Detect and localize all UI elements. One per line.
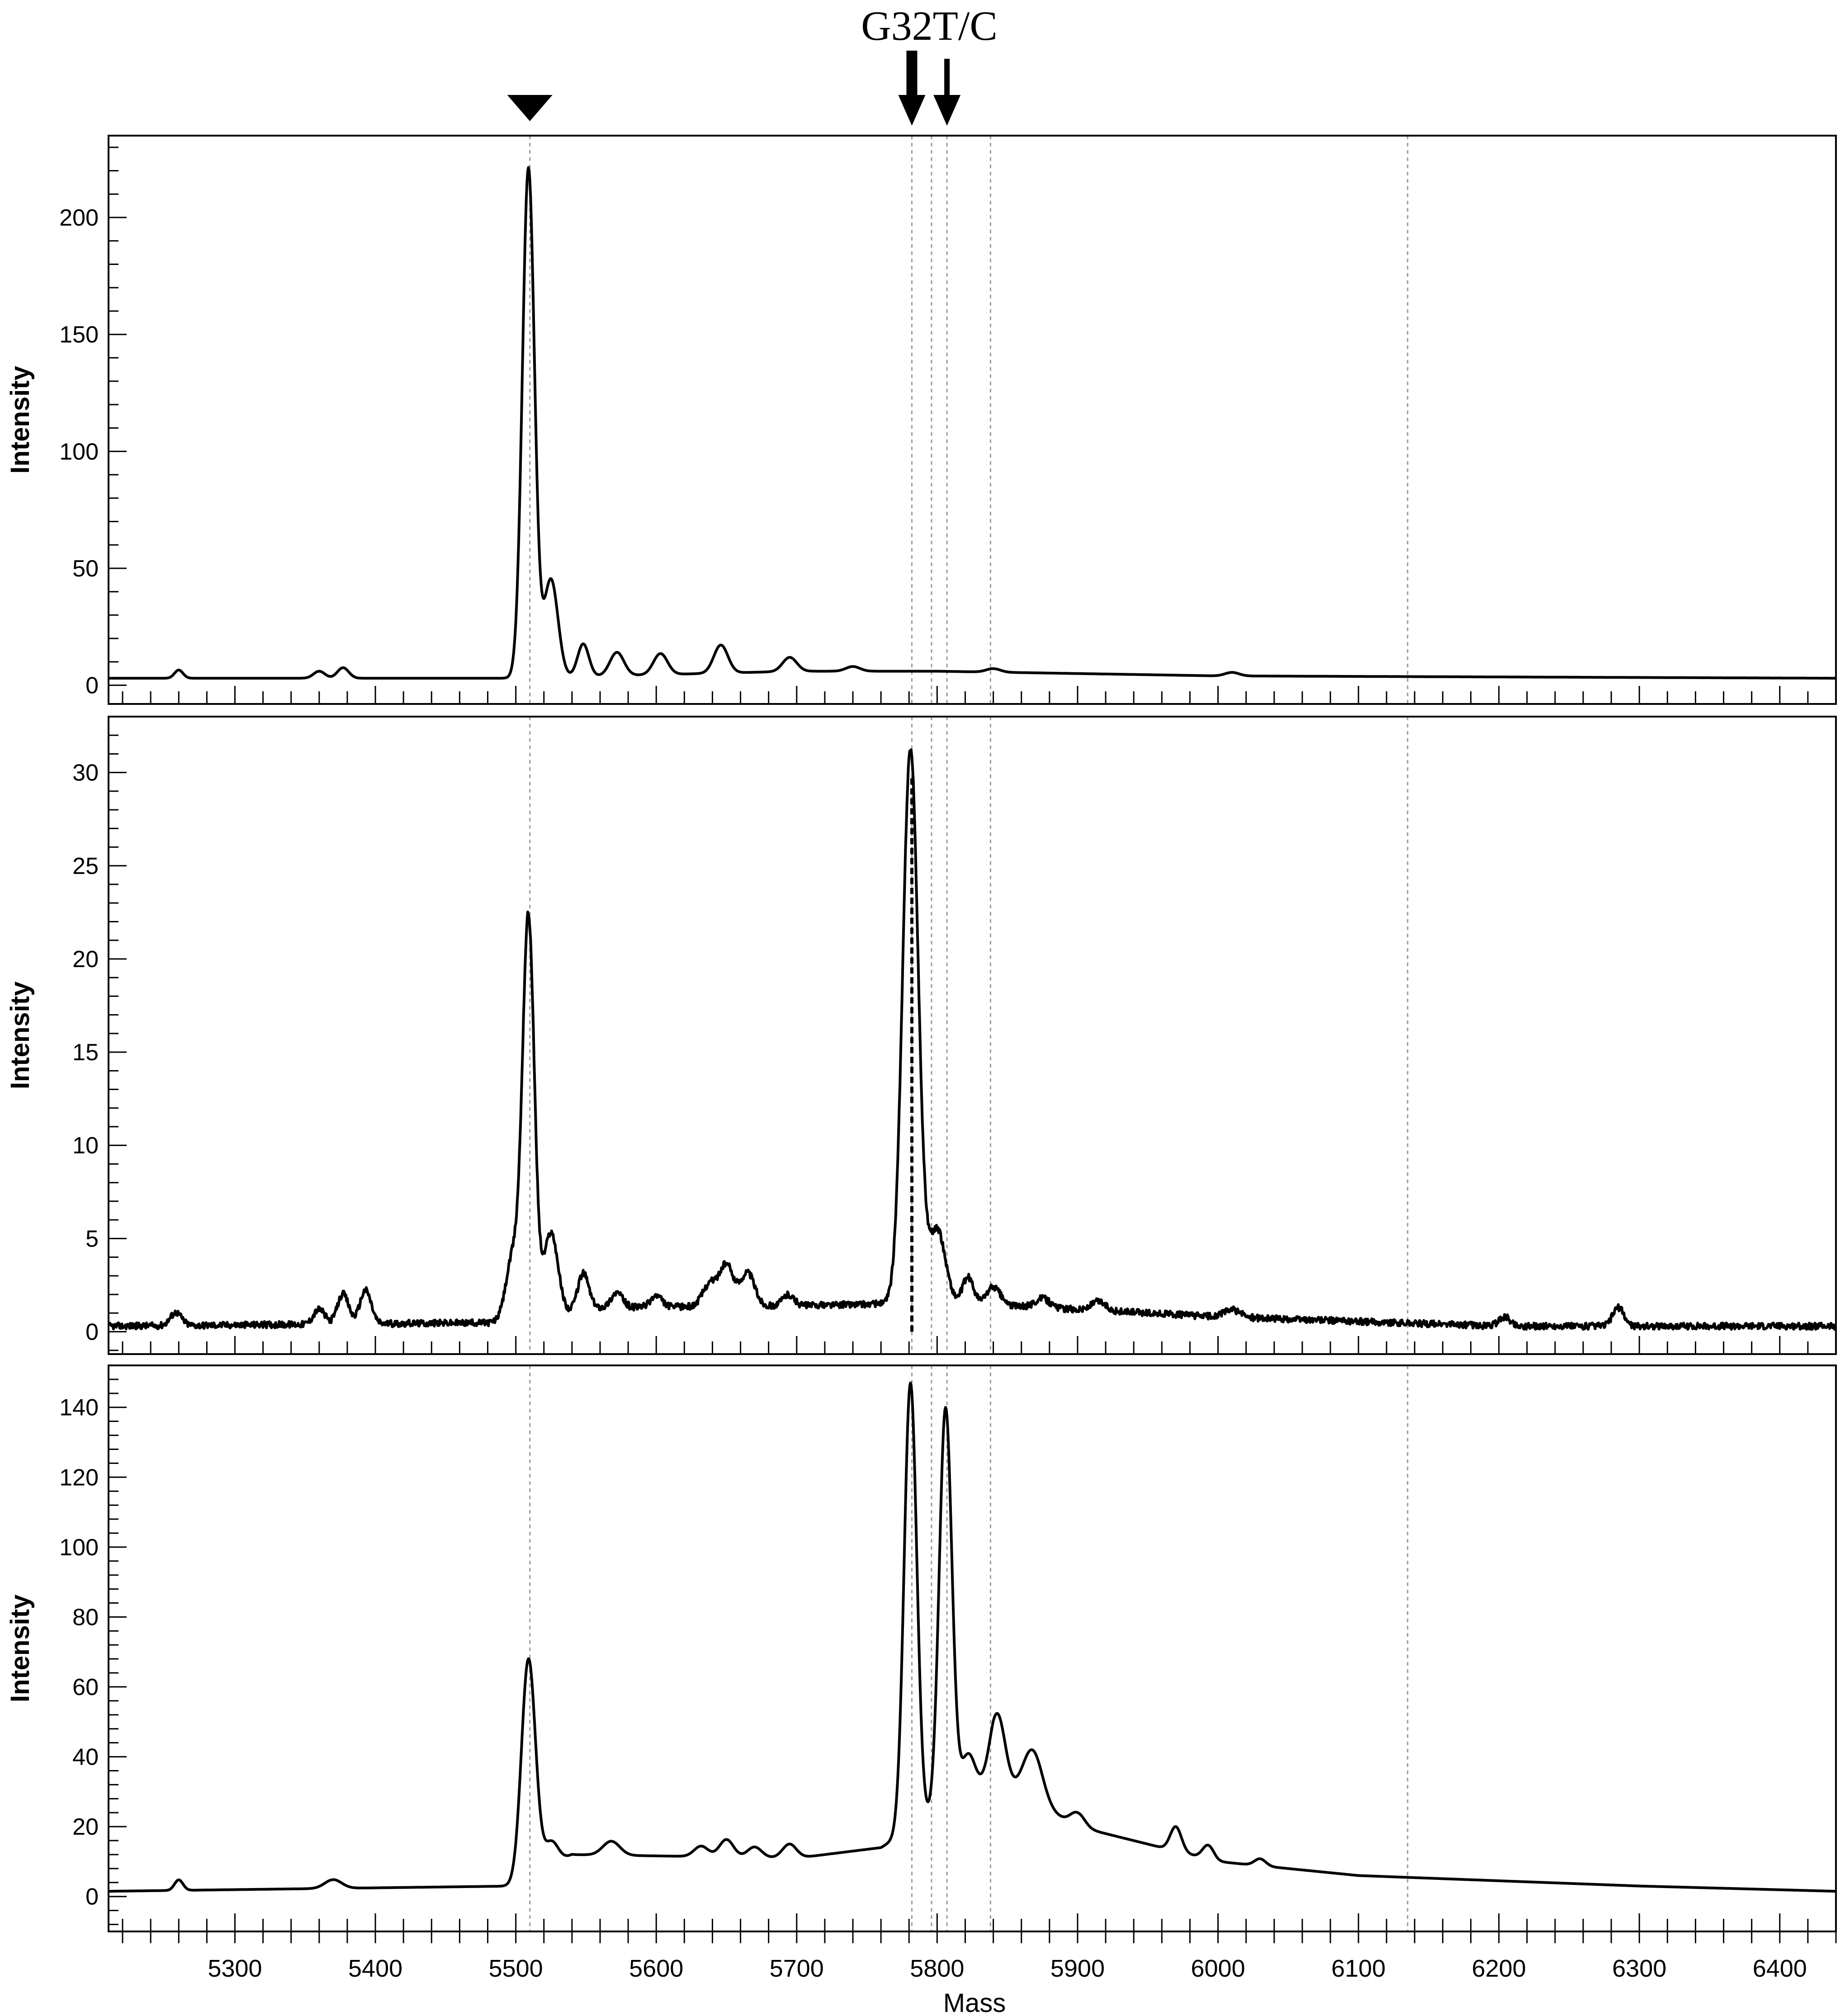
y-axis-label: Intensity — [5, 1595, 35, 1703]
thin-arrow-icon — [933, 59, 961, 126]
y-tick-label: 140 — [59, 1395, 99, 1421]
panel-middle: 0 5 10 15 20 25 30 Intensity — [5, 716, 1837, 1355]
y-axis-label: Intensity — [5, 982, 35, 1090]
y-tick-label: 60 — [72, 1674, 99, 1700]
y-tick-label: 40 — [72, 1744, 99, 1770]
y-tick-label: 80 — [72, 1604, 99, 1630]
x-tick-label: 5300 — [208, 1955, 262, 1982]
plot-frame — [108, 1364, 1837, 1932]
y-axis-label: Intensity — [5, 366, 35, 474]
y-tick-label: 5 — [85, 1226, 99, 1252]
spectrum-trace — [108, 748, 1837, 1331]
y-tick-label: 30 — [72, 760, 99, 786]
x-tick-label: 5400 — [348, 1955, 402, 1982]
x-axis-label: Mass — [943, 1988, 1006, 2016]
spectrum-trace — [108, 1381, 1837, 1893]
x-tick-label: 6100 — [1331, 1955, 1386, 1982]
y-tick-label: 120 — [59, 1464, 99, 1491]
y-tick-label: 0 — [85, 1319, 99, 1346]
x-tick-label: 6300 — [1612, 1955, 1666, 1982]
mutation-label: G32T/C — [861, 3, 998, 49]
plot-frame — [108, 135, 1837, 705]
y-tick-label: 0 — [85, 1884, 99, 1910]
x-tick-label: 6400 — [1753, 1955, 1807, 1982]
spectrum-trace — [108, 166, 1837, 680]
y-tick-label: 10 — [72, 1133, 99, 1159]
x-tick-label: 5600 — [629, 1955, 683, 1982]
triangle-marker-icon — [507, 95, 553, 121]
y-tick-label: 150 — [59, 322, 99, 348]
thick-arrow-icon — [898, 51, 926, 126]
panel-bottom: 0 20 40 60 80 100 120 140 5300 5400 5500 5600 5700 58… — [5, 1364, 1837, 1982]
spectrum-panels: 050100150200Intensity051015202530Intensi… — [5, 135, 1837, 1982]
y-tick-label: 100 — [59, 1534, 99, 1561]
panel-top: 0 50 100 150 200 Intensity — [5, 135, 1837, 705]
x-tick-label: 6200 — [1472, 1955, 1526, 1982]
y-tick-label: 50 — [72, 556, 99, 582]
y-tick-label: 100 — [59, 439, 99, 465]
y-tick-label: 25 — [72, 853, 99, 879]
x-tick-label: 5700 — [770, 1955, 824, 1982]
x-tick-label: 5500 — [489, 1955, 543, 1982]
y-tick-label: 0 — [85, 673, 99, 699]
x-tick-label: 5800 — [910, 1955, 964, 1982]
y-tick-label: 20 — [72, 946, 99, 973]
plot-frame — [108, 716, 1837, 1355]
x-tick-label: 6000 — [1191, 1955, 1245, 1982]
x-tick-label: 5900 — [1050, 1955, 1105, 1982]
y-tick-label: 20 — [72, 1814, 99, 1840]
annotations: G32T/C — [507, 3, 998, 126]
y-tick-label: 15 — [72, 1039, 99, 1066]
y-tick-label: 200 — [59, 205, 99, 231]
